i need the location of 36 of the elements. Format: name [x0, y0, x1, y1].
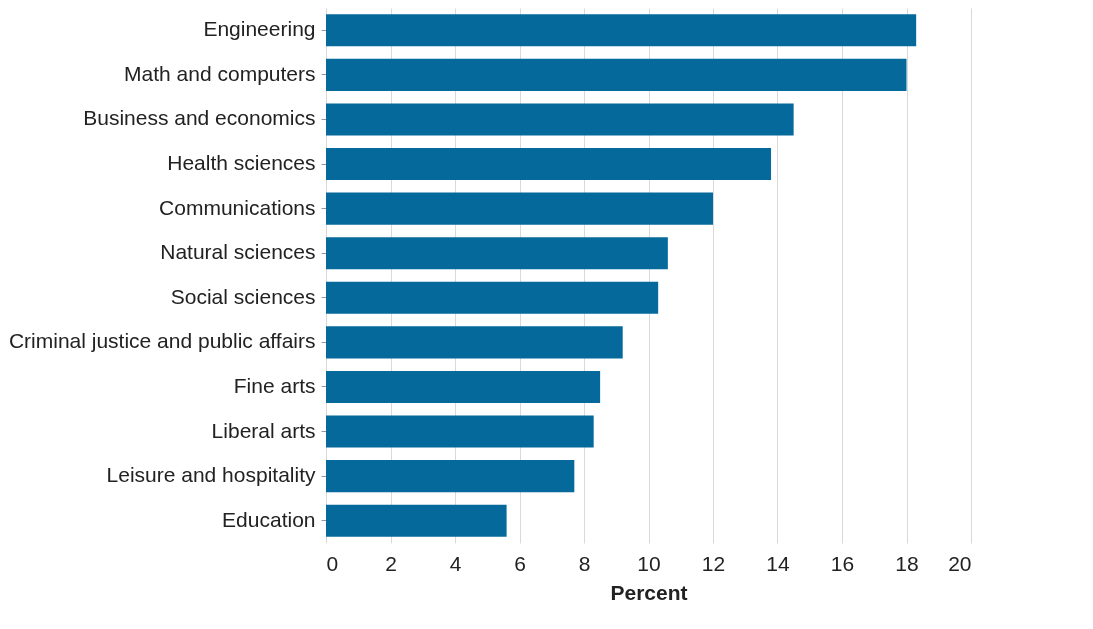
- bar: [326, 237, 668, 270]
- x-tick-label: 10: [637, 551, 661, 575]
- y-tick-label: Engineering: [203, 17, 316, 41]
- y-tick-label: Education: [222, 507, 316, 531]
- y-tick-label: Communications: [159, 195, 316, 219]
- x-tick-label: 6: [514, 551, 526, 575]
- x-tick-label: 14: [766, 551, 790, 575]
- y-tick-label: Natural sciences: [160, 240, 316, 264]
- y-tick-label: Fine arts: [233, 373, 316, 397]
- bar: [326, 281, 659, 314]
- bar: [326, 504, 507, 537]
- y-tick-label: Social sciences: [170, 284, 316, 308]
- bar: [326, 192, 713, 225]
- bar: [326, 326, 623, 359]
- y-tick-label: Criminal justice and public affairs: [8, 329, 316, 353]
- bar: [326, 103, 794, 136]
- x-tick-label: 2: [385, 551, 397, 575]
- y-tick-label: Leisure and hospitality: [106, 463, 316, 487]
- bar: [326, 58, 907, 91]
- bar: [326, 415, 594, 448]
- bar: [326, 147, 772, 181]
- x-tick-label: 4: [449, 551, 462, 575]
- y-tick-label: Math and computers: [124, 61, 316, 85]
- bar: [326, 370, 601, 404]
- x-axis-title: Percent: [610, 580, 688, 604]
- y-tick-label: Business and economics: [83, 106, 316, 130]
- x-tick-label: 12: [701, 551, 726, 575]
- y-tick-label: Health sciences: [167, 151, 316, 175]
- bar: [326, 460, 575, 493]
- x-tick-label: 8: [578, 551, 591, 575]
- x-tick-label: 0: [326, 551, 339, 575]
- bar: [326, 14, 917, 47]
- x-tick-label: 20: [948, 551, 972, 575]
- x-tick-label: 16: [830, 551, 855, 575]
- y-tick-label: Liberal arts: [211, 418, 316, 442]
- x-tick-label: 18: [895, 551, 919, 575]
